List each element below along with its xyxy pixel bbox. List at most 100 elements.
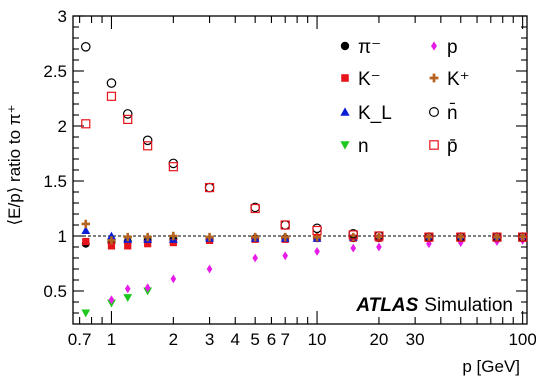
plot-frame [72, 15, 528, 325]
data-point [374, 232, 384, 242]
data-point [108, 295, 115, 305]
data-point [492, 232, 502, 242]
x-tick-label: 3 [205, 330, 214, 349]
data-point [106, 78, 117, 88]
data-point [170, 274, 177, 284]
legend-label: p [447, 37, 458, 58]
x-tick-label: 100 [508, 330, 536, 349]
legend-entry: n [340, 136, 369, 157]
legend-label: n [358, 136, 369, 157]
legend-marker [429, 73, 439, 83]
legend-marker [431, 41, 437, 51]
legend-label: K⁺ [447, 69, 470, 90]
data-point [424, 232, 434, 242]
data-point [124, 284, 131, 294]
data-point [80, 41, 91, 52]
legend-marker [428, 106, 440, 118]
legend-entry: n̄ [428, 103, 458, 124]
legend-entry: p [431, 37, 458, 58]
data-point [312, 232, 322, 242]
y-tick-label: 3 [58, 7, 67, 26]
data-point [204, 182, 215, 193]
data-point [81, 219, 90, 229]
data-point [204, 183, 215, 193]
x-tick-label: 0.7 [68, 330, 92, 349]
data-point [206, 264, 213, 274]
data-point [349, 232, 358, 242]
y-tick-label: 2.5 [43, 62, 67, 81]
legend-marker [429, 140, 439, 150]
data-point [252, 253, 258, 263]
data-point [374, 231, 384, 241]
legend-label: K⁻ [358, 69, 381, 90]
legend-entry: K⁻ [341, 69, 381, 90]
data-point [81, 226, 91, 235]
x-axis-label: p [GeV] [462, 357, 520, 376]
data-point [124, 242, 132, 250]
y-tick-label: 2 [58, 117, 67, 136]
x-tick-label: 30 [406, 330, 425, 349]
y-axis-label: ⟨E/p⟩ ratio to π⁺ [5, 105, 24, 226]
data-point [143, 141, 153, 151]
data-point [312, 225, 322, 236]
data-point [168, 158, 179, 169]
legend-entry: p̄ [429, 136, 458, 157]
legend-marker [340, 107, 350, 116]
data-point [107, 231, 116, 240]
x-tick-label: 1 [107, 330, 116, 349]
legend-entry: π⁻ [340, 37, 381, 58]
legend-label: p̄ [447, 136, 458, 157]
data-point [456, 232, 465, 242]
data-point [250, 232, 260, 242]
data-point [281, 232, 290, 242]
data-point [348, 230, 358, 240]
atlas-normal: Simulation [424, 295, 513, 316]
data-point [168, 162, 178, 172]
data-point [143, 232, 152, 242]
data-point [457, 238, 464, 247]
x-tick-label: 2 [169, 330, 178, 349]
data-point [376, 242, 382, 252]
y-tick-label: 1 [58, 227, 67, 246]
legend-label: n̄ [447, 103, 458, 124]
legend-label: π⁻ [358, 37, 381, 58]
data-point [314, 247, 320, 256]
data-point [123, 294, 133, 302]
data-point [518, 232, 528, 242]
x-tick-label: 7 [280, 330, 289, 349]
y-tick-label: 1.5 [43, 172, 67, 191]
series-6 [81, 219, 527, 245]
legend-marker [340, 41, 350, 51]
data-point [280, 220, 290, 230]
data-point [81, 309, 91, 318]
atlas-label: ATLAS Simulation [355, 295, 513, 316]
data-point [122, 109, 133, 119]
data-point [456, 232, 466, 242]
data-point [518, 232, 527, 242]
series-4 [81, 287, 153, 318]
data-point [424, 232, 434, 242]
data-point [107, 236, 116, 245]
atlas-bold: ATLAS [355, 295, 418, 316]
data-point [107, 242, 116, 250]
data-points [80, 41, 528, 318]
data-point [144, 240, 152, 248]
x-tick-label: 6 [267, 330, 276, 349]
axes: 0.511.522.530.7 1 2 3 4 5 6 7 10 20 30 100 [43, 7, 536, 349]
data-point [282, 251, 289, 261]
x-tick-label: 20 [369, 330, 388, 349]
data-point [144, 283, 151, 293]
legend-marker [340, 141, 350, 150]
data-point [106, 91, 117, 101]
data-point [142, 135, 153, 146]
data-point [492, 232, 502, 242]
data-point [250, 203, 260, 214]
data-point [81, 119, 91, 129]
x-tick-label: 5 [250, 330, 259, 349]
series-5 [108, 236, 526, 305]
data-point [169, 231, 178, 241]
data-point [123, 232, 132, 242]
x-tick-label: 4 [231, 330, 240, 349]
legend-marker [341, 74, 349, 82]
